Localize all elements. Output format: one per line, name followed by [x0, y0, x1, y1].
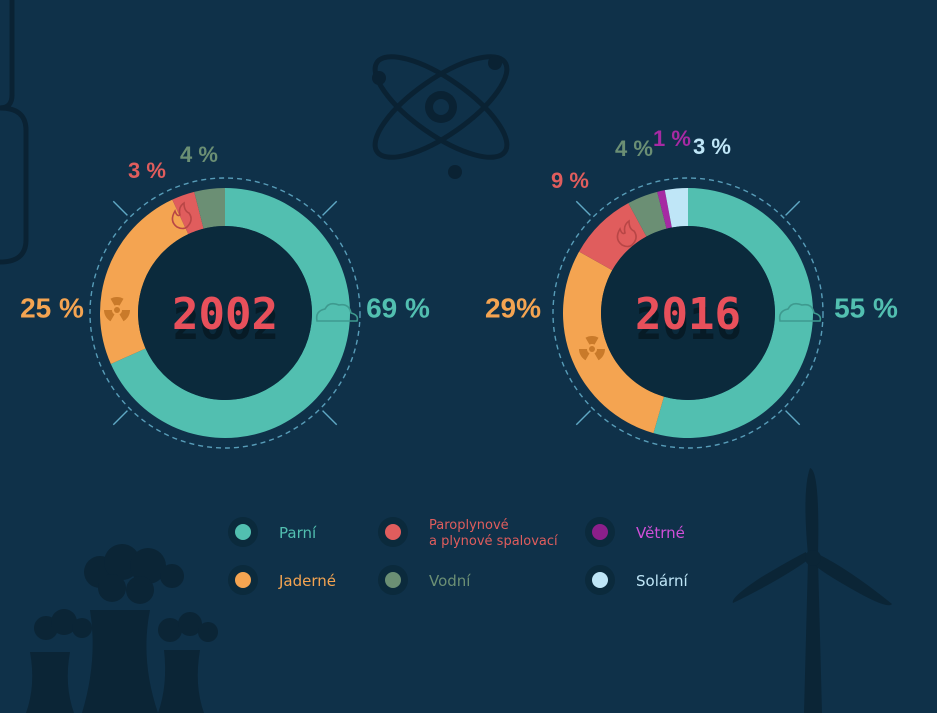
legend-label: Paroplynové a plynové spalovací — [429, 518, 558, 549]
legend-item-solarni: Solární — [585, 565, 688, 595]
power-plant-icon — [26, 544, 218, 713]
nuclear-icon — [579, 336, 605, 361]
legend-swatch — [592, 572, 608, 588]
dashed-ring — [89, 177, 361, 449]
slice-vodni — [628, 191, 667, 237]
value-label-paroplynove-a-plynove-spalovaci: 9 % — [551, 168, 589, 193]
year-shadow: 2016 — [636, 299, 742, 350]
legend-swatch — [235, 524, 251, 540]
legend-swatch — [235, 572, 251, 588]
value-label-jaderne: 29% — [485, 292, 541, 323]
value-label-vodni: 4 % — [180, 142, 218, 167]
value-label-jaderne: 25 % — [20, 292, 84, 323]
cloud-icon — [315, 302, 359, 322]
legend-swatch — [385, 572, 401, 588]
atom-icon — [372, 54, 510, 179]
year-label: 2002 — [172, 289, 278, 340]
value-label-vodni: 4 % — [615, 136, 653, 161]
legend-label: Parní — [279, 524, 317, 542]
pipe-decoration — [0, 0, 29, 265]
legend-label: Jaderné — [278, 572, 336, 590]
legend-label: Solární — [636, 572, 688, 590]
center-disc — [138, 226, 312, 400]
value-label-parni: 55 % — [834, 292, 898, 323]
flame-icon — [616, 219, 637, 248]
legend-swatch — [592, 524, 608, 540]
year-label: 2016 — [635, 289, 741, 340]
ring-tick — [785, 200, 801, 216]
legend-item-vodni: Vodní — [378, 565, 471, 595]
slice-vodni — [194, 188, 225, 229]
ring-tick — [575, 410, 591, 426]
legend-item-vetrne: Větrné — [585, 517, 685, 547]
legend-item-jaderne: Jaderné — [228, 565, 336, 595]
legend-swatch — [385, 524, 401, 540]
ring-tick — [112, 410, 128, 426]
center-disc — [601, 226, 775, 400]
value-label-solarni: 3 % — [693, 134, 731, 159]
slice-solarni — [664, 188, 688, 228]
slice-jaderne — [563, 251, 664, 434]
ring-tick — [785, 410, 801, 426]
year-shadow: 2002 — [173, 299, 279, 350]
slice-jaderne — [99, 199, 189, 364]
legend-label: Vodní — [429, 572, 471, 590]
value-label-paroplynove-a-plynove-spalovaci: 3 % — [128, 158, 166, 183]
cloud-icon — [778, 302, 822, 322]
value-label-vetrne: 1 % — [653, 126, 691, 151]
legend-item-parni: Parní — [228, 517, 317, 547]
legend: Parní Paroplynové a plynové spalovací Větrn… — [228, 517, 688, 595]
slice-vetrne — [657, 190, 672, 229]
ring-tick — [575, 200, 591, 216]
slice-parni — [110, 188, 350, 438]
legend-item-paroplynove-a-plynove-spalovaci: Paroplynové a plynové spalovací — [378, 517, 558, 549]
ring-tick — [322, 410, 338, 426]
legend-label: Větrné — [636, 524, 685, 542]
dashed-ring — [552, 177, 824, 449]
nuclear-icon — [104, 297, 130, 322]
ring-tick — [322, 200, 338, 216]
ring-tick — [112, 200, 128, 216]
wind-turbine-icon — [732, 468, 892, 713]
value-label-parni: 69 % — [366, 292, 430, 323]
flame-icon — [171, 201, 192, 230]
slice-parni — [653, 188, 814, 438]
